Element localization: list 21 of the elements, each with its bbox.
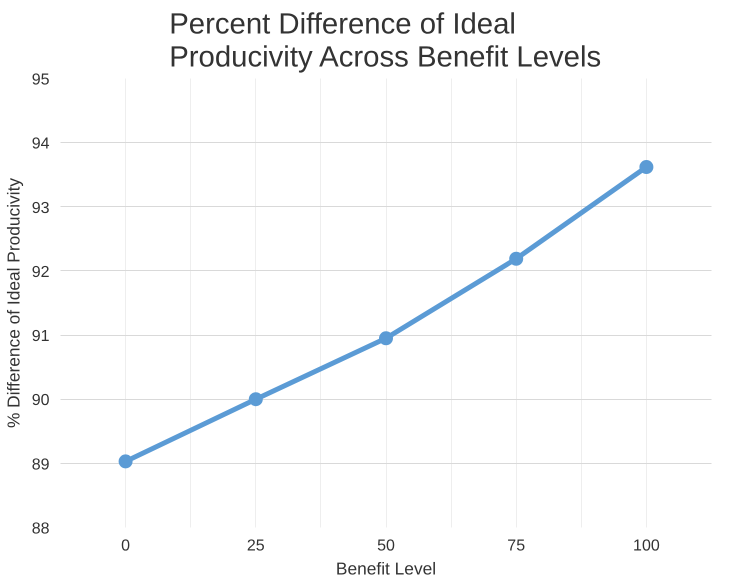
x-tick-label: 50 <box>377 538 395 554</box>
x-tick-label: 75 <box>507 538 526 554</box>
y-tick-label: 93 <box>32 200 50 217</box>
y-tick-label: 94 <box>32 136 50 153</box>
point <box>248 392 263 406</box>
x-tick-label: 100 <box>633 538 660 554</box>
x-axis-title: Benefit Level <box>336 558 436 578</box>
y-tick-label: 88 <box>32 520 50 538</box>
x-tick-label: 0 <box>121 538 130 554</box>
y-tick-label: 91 <box>32 328 50 346</box>
y-tick-label: 89 <box>32 456 50 474</box>
y-tick-label: 90 <box>32 392 50 410</box>
point <box>118 454 133 468</box>
point <box>509 252 524 266</box>
y-tick-label: 92 <box>32 264 50 281</box>
chart-title: Percent Difference of Ideal Producivity Across Benefit Levels <box>169 8 602 74</box>
y-axis-title: % Difference of Ideal Producivity <box>4 178 24 428</box>
x-tick-label: 25 <box>246 538 265 554</box>
point <box>639 160 654 174</box>
y-tick-label: 95 <box>32 72 50 88</box>
point <box>379 331 393 346</box>
